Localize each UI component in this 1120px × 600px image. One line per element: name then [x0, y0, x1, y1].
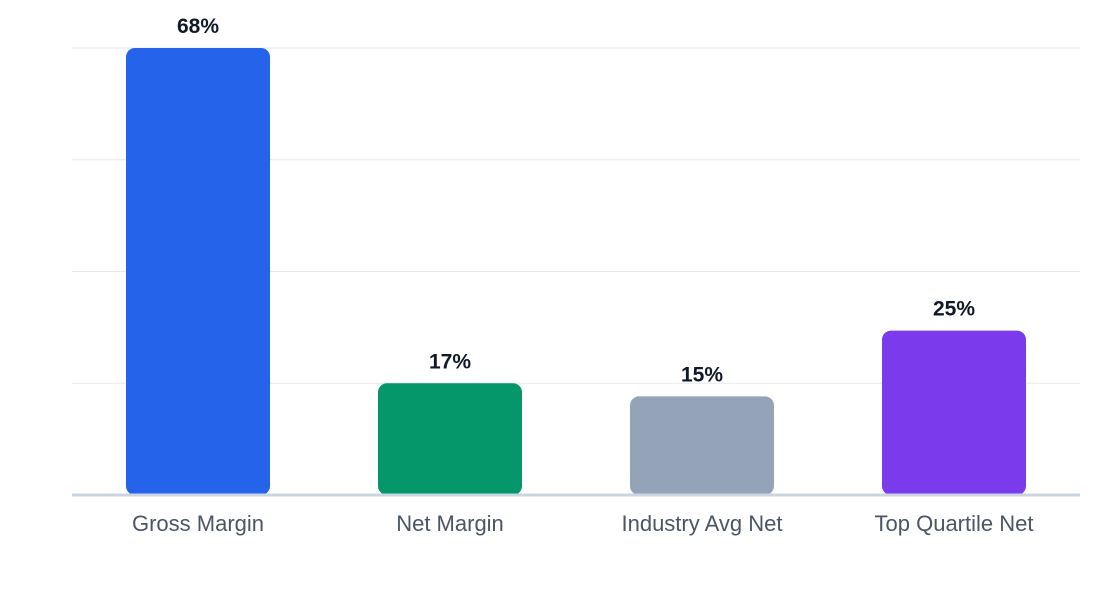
bar-top-quartile-net	[882, 330, 1026, 495]
category-label: Gross Margin	[132, 511, 264, 536]
category-label: Top Quartile Net	[875, 511, 1034, 536]
category-label: Net Margin	[396, 511, 504, 536]
value-label: 17%	[429, 350, 471, 373]
value-labels: 68% 17% 15% 25%	[177, 15, 975, 386]
value-label: 15%	[681, 363, 723, 386]
bar-gross-margin	[126, 48, 270, 495]
value-label: 68%	[177, 15, 219, 38]
value-label: 25%	[933, 298, 975, 321]
bar-industry-avg-net	[630, 396, 774, 495]
bar-net-margin	[378, 383, 522, 495]
bars	[126, 48, 1026, 495]
category-labels: Gross Margin Net Margin Industry Avg Net To…	[132, 511, 1034, 536]
category-label: Industry Avg Net	[621, 511, 782, 536]
